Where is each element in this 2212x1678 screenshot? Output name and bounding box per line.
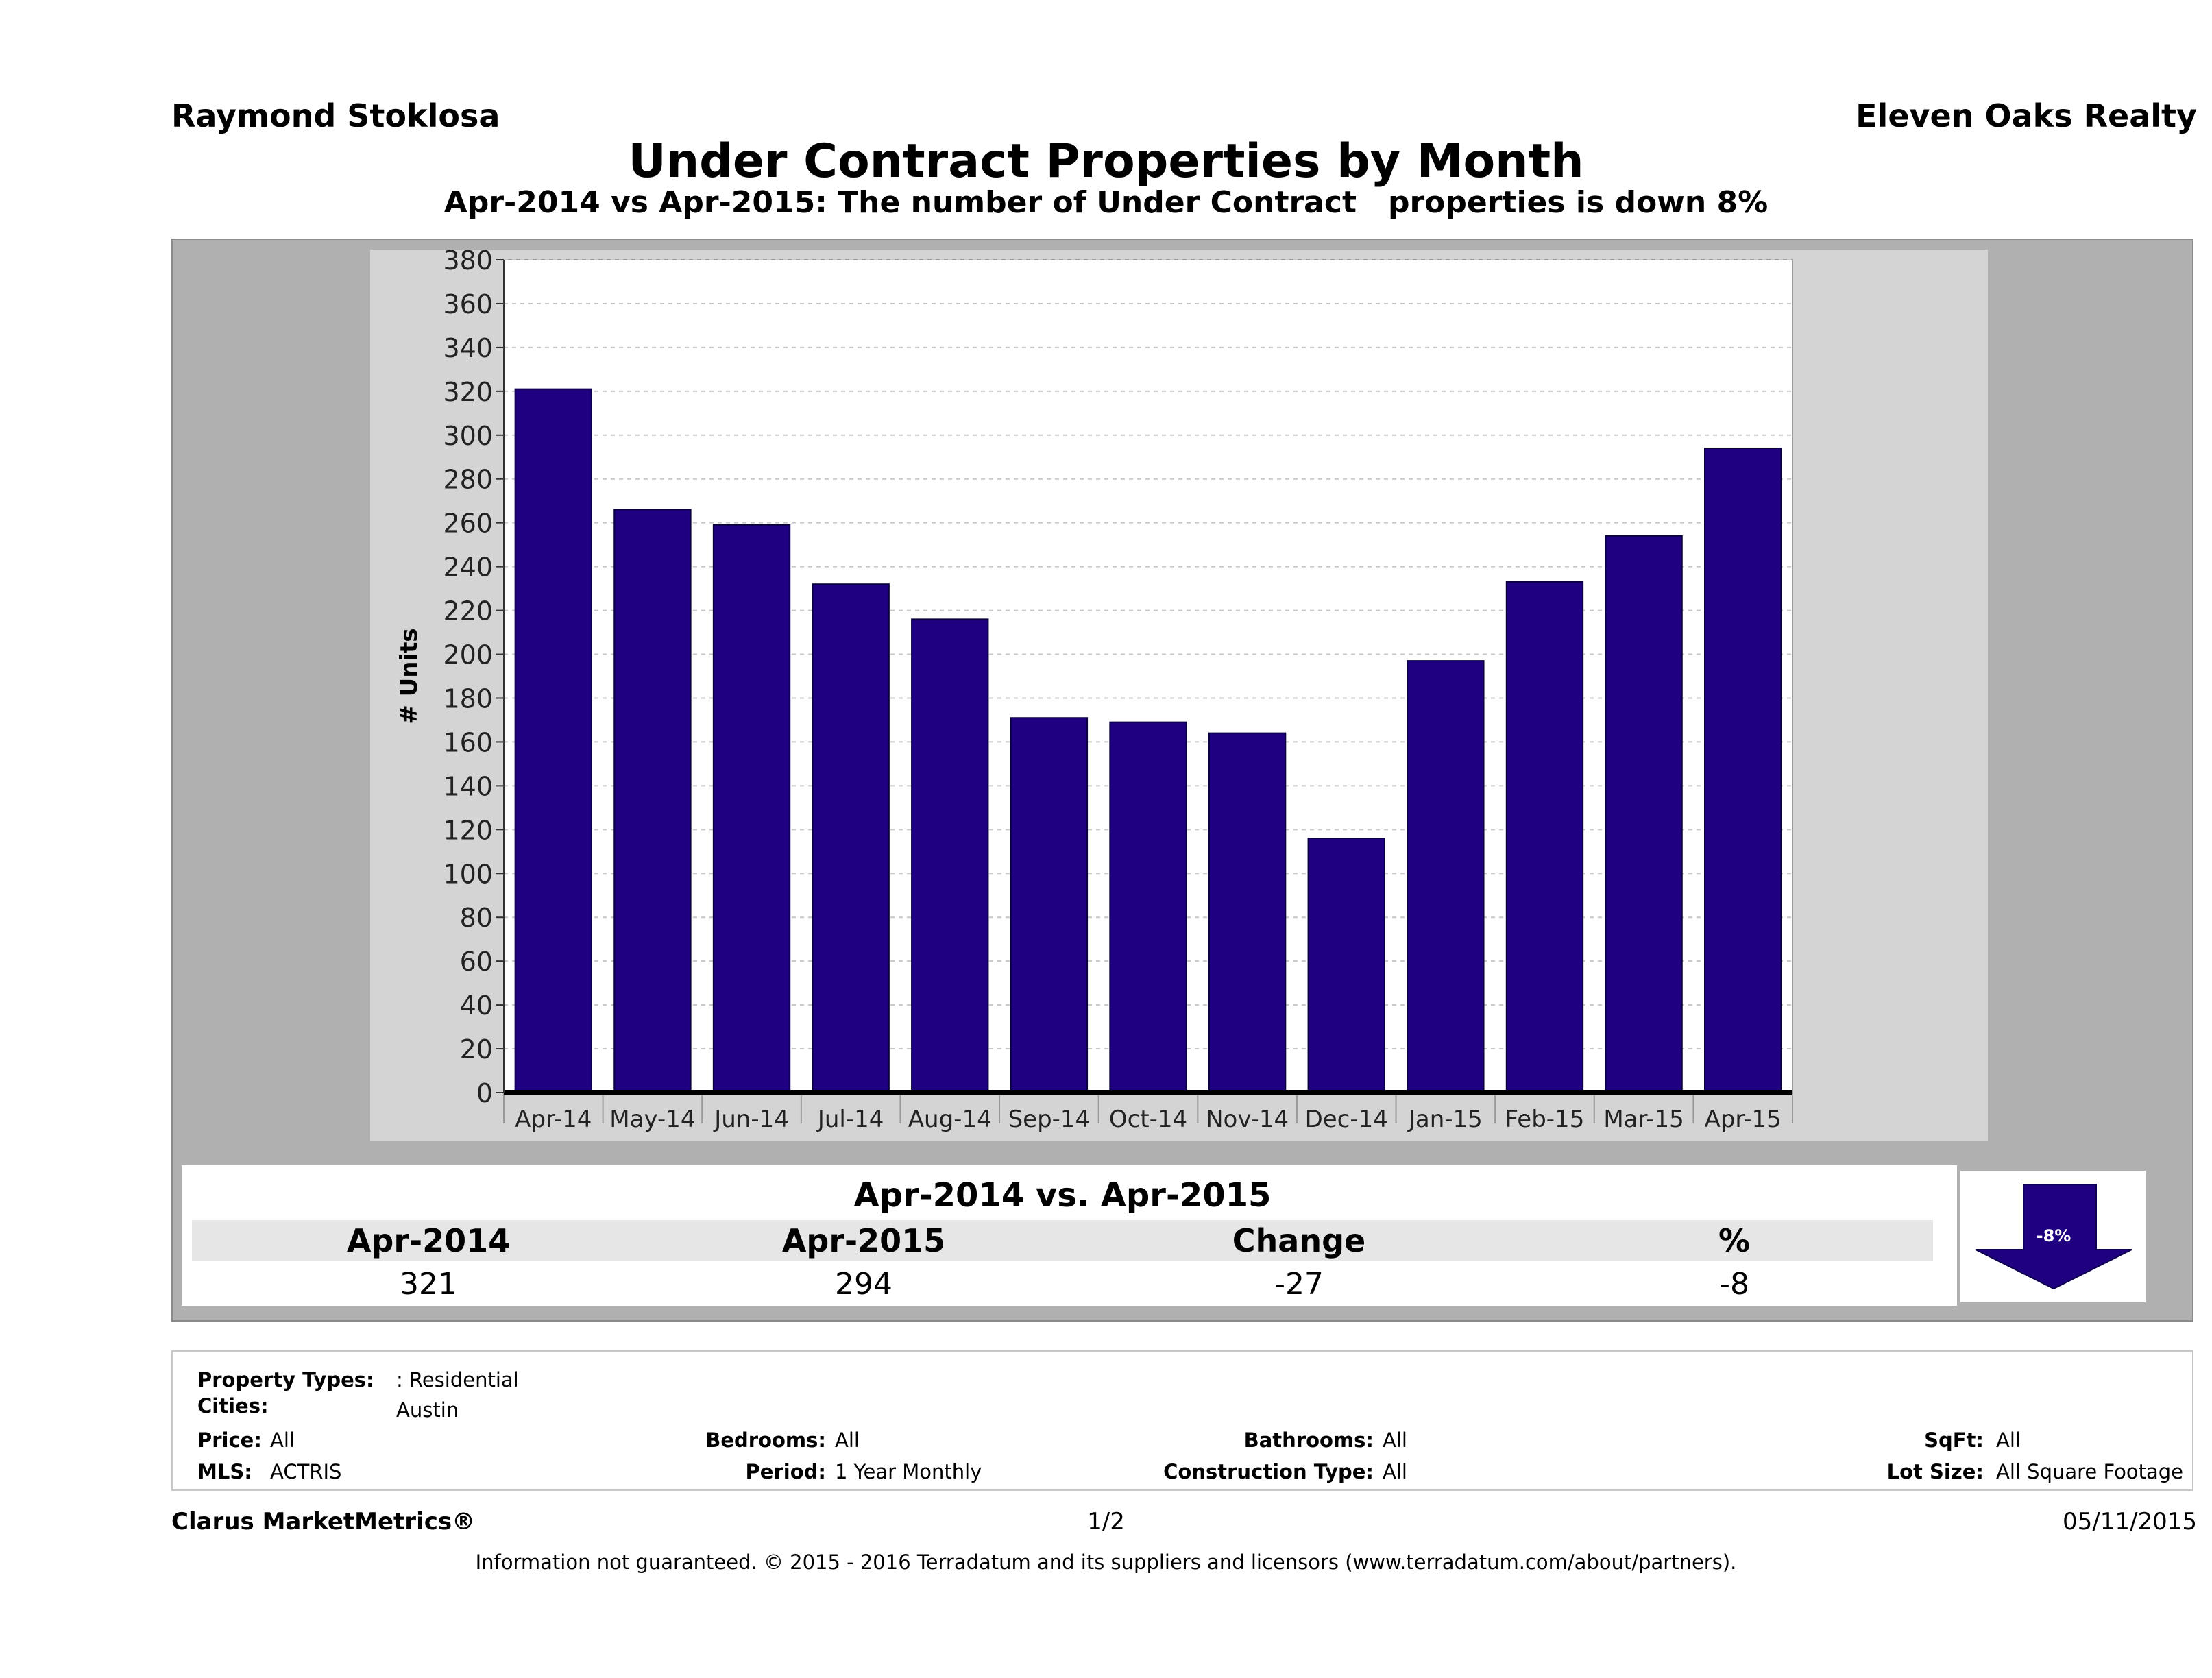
bar-oct-14 xyxy=(1109,721,1187,1093)
disclaimer: Information not guaranteed. © 2015 - 201… xyxy=(475,1551,1737,1574)
summary-header-percent: % xyxy=(1718,1222,1751,1259)
bar-jun-14 xyxy=(712,524,791,1093)
x-tick-label: Mar-15 xyxy=(1603,1106,1684,1133)
y-tick-label: 160 xyxy=(443,727,493,757)
bedrooms-label: Bedrooms: xyxy=(705,1428,826,1452)
property-types-label: Property Types: xyxy=(197,1368,374,1391)
x-tick-label: Jan-15 xyxy=(1407,1106,1483,1133)
page-title: Under Contract Properties by Month xyxy=(628,134,1584,189)
mls-value: ACTRIS xyxy=(270,1460,342,1483)
summary-header-change: Change xyxy=(1232,1222,1366,1259)
company-name: Eleven Oaks Realty xyxy=(1856,97,2197,134)
period-value: 1 Year Monthly xyxy=(835,1460,982,1483)
y-axis-title: # Units xyxy=(396,628,423,724)
y-tick-label: 220 xyxy=(443,596,493,627)
x-tick-label: Jun-14 xyxy=(713,1106,789,1133)
bar-apr-14 xyxy=(514,388,592,1093)
summary-value-change: -27 xyxy=(1274,1267,1324,1302)
summary-value-start: 321 xyxy=(400,1267,457,1302)
property-types-value: : Residential xyxy=(396,1368,519,1391)
y-tick-label: 20 xyxy=(460,1034,493,1065)
page-subtitle: Apr-2014 vs Apr-2015: The number of Unde… xyxy=(443,185,1769,220)
bar-jan-15 xyxy=(1407,660,1485,1093)
construction-type-label: Construction Type: xyxy=(1163,1460,1374,1483)
price-label: Price: xyxy=(197,1428,262,1452)
x-tick-label: Apr-15 xyxy=(1705,1106,1782,1133)
y-tick-label: 380 xyxy=(443,250,493,276)
bedrooms-value: All xyxy=(835,1428,860,1452)
bar-may-14 xyxy=(613,509,692,1093)
y-tick-label: 140 xyxy=(443,771,493,801)
y-tick-label: 60 xyxy=(460,947,493,977)
change-badge: -8% xyxy=(1960,1171,2146,1302)
lot-size-label: Lot Size: xyxy=(1886,1460,1984,1483)
x-tick-label: May-14 xyxy=(609,1106,695,1133)
cities-value: Austin xyxy=(396,1398,459,1422)
y-tick-label: 340 xyxy=(443,333,493,363)
x-tick-label: Apr-14 xyxy=(515,1106,592,1133)
footer-brand: Clarus MarketMetrics® xyxy=(171,1508,476,1535)
sqft-label: SqFt: xyxy=(1924,1428,1984,1452)
y-tick-label: 120 xyxy=(443,815,493,845)
y-tick-label: 180 xyxy=(443,683,493,714)
price-value: All xyxy=(270,1428,295,1452)
y-tick-label: 300 xyxy=(443,421,493,451)
y-tick-label: 360 xyxy=(443,289,493,319)
bar-jul-14 xyxy=(812,583,890,1094)
y-tick-label: 240 xyxy=(443,552,493,583)
y-tick-label: 0 xyxy=(476,1078,493,1108)
x-tick-label: Sep-14 xyxy=(1008,1106,1091,1133)
x-tick-label: Oct-14 xyxy=(1109,1106,1187,1133)
y-tick-label: 100 xyxy=(443,859,493,889)
y-tick-label: 40 xyxy=(460,990,493,1021)
y-tick-label: 320 xyxy=(443,377,493,407)
y-tick-label: 200 xyxy=(443,640,493,670)
bar-aug-14 xyxy=(911,618,989,1093)
bathrooms-label: Bathrooms: xyxy=(1243,1428,1374,1452)
sqft-value: All xyxy=(1996,1428,2021,1452)
bar-sep-14 xyxy=(1010,717,1089,1093)
down-arrow-icon: -8% xyxy=(1975,1184,2132,1290)
agent-name: Raymond Stoklosa xyxy=(171,97,500,134)
x-tick-label: Aug-14 xyxy=(908,1106,992,1133)
x-tick-label: Dec-14 xyxy=(1305,1106,1388,1133)
mls-label: MLS: xyxy=(197,1460,252,1483)
summary-title: Apr-2014 vs. Apr-2015 xyxy=(192,1174,1933,1218)
summary-header-row: Apr-2014 Apr-2015 Change % xyxy=(192,1220,1933,1261)
period-label: Period: xyxy=(745,1460,826,1483)
bar-chart: 0 20 40 60 80 100 120 140 160 180 200 220 240 260 280 3… xyxy=(396,250,1793,1133)
bar-dec-14 xyxy=(1307,838,1385,1094)
x-tick-label: Feb-15 xyxy=(1505,1106,1585,1133)
x-tick-label: Nov-14 xyxy=(1206,1106,1289,1133)
bathrooms-value: All xyxy=(1383,1428,1407,1452)
lot-size-value: All Square Footage xyxy=(1996,1460,2184,1483)
report-date: 05/11/2015 xyxy=(2063,1508,2197,1535)
construction-type-value: All xyxy=(1383,1460,1407,1483)
y-tick-label: 260 xyxy=(443,509,493,539)
summary-header-start: Apr-2014 xyxy=(346,1222,511,1259)
filter-panel: Property Types: : Residential Cities: Au… xyxy=(171,1350,2193,1491)
y-tick-label: 280 xyxy=(443,465,493,495)
summary-value-end: 294 xyxy=(835,1267,892,1302)
x-tick-label: Jul-14 xyxy=(816,1106,884,1133)
summary-header-end: Apr-2015 xyxy=(781,1222,946,1259)
bar-apr-15 xyxy=(1704,447,1782,1093)
cities-label: Cities: xyxy=(197,1394,269,1418)
bar-mar-15 xyxy=(1605,535,1683,1093)
change-badge-label: -8% xyxy=(2037,1226,2071,1245)
bar-feb-15 xyxy=(1505,581,1584,1093)
y-tick-label: 80 xyxy=(460,903,493,933)
page-number: 1/2 xyxy=(1087,1508,1125,1535)
bar-nov-14 xyxy=(1208,732,1287,1093)
summary-value-row: 321 294 -27 -8 xyxy=(192,1265,1933,1304)
summary-value-percent: -8 xyxy=(1719,1267,1749,1302)
